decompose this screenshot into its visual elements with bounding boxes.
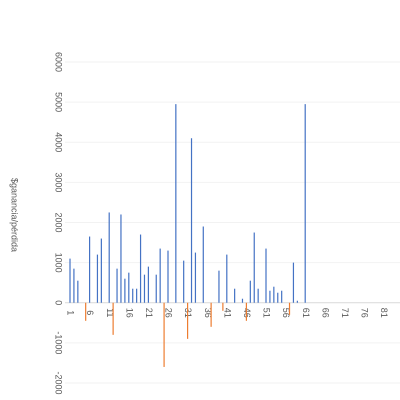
- bar: [210, 302, 212, 327]
- bar: [96, 254, 99, 303]
- bar: [85, 302, 87, 321]
- x-tick-label: 76: [360, 308, 370, 318]
- bar: [120, 214, 122, 303]
- bar: [292, 262, 295, 303]
- bar: [159, 248, 161, 303]
- bar: [77, 280, 79, 303]
- bar: [257, 288, 259, 303]
- x-tick-label: 6: [85, 310, 95, 315]
- x-tick-label: 51: [262, 308, 272, 318]
- bar: [190, 138, 193, 303]
- bar: [281, 290, 283, 303]
- bar: [112, 302, 114, 335]
- y-tick-label: 4000: [54, 132, 64, 152]
- x-tick-label: 56: [281, 308, 291, 318]
- bar: [202, 226, 204, 303]
- x-tick-label: 1: [66, 310, 76, 315]
- y-tick-label: 2000: [54, 212, 64, 232]
- x-tick-label: 71: [340, 308, 350, 318]
- bar: [139, 234, 142, 303]
- y-tick-label: 6000: [54, 52, 64, 72]
- bar: [194, 252, 197, 303]
- x-tick-label: 11: [105, 308, 115, 317]
- x-tick-label: 31: [183, 308, 193, 318]
- bar: [147, 266, 149, 303]
- y-tick-label: 3000: [54, 172, 64, 192]
- x-tick-label: 16: [124, 308, 134, 318]
- bar: [269, 290, 271, 303]
- bar: [132, 288, 134, 303]
- y-tick-label: -1000: [54, 331, 64, 354]
- x-tick-label: 61: [301, 308, 311, 318]
- bar: [245, 302, 247, 321]
- bar: [253, 232, 255, 303]
- bar: [222, 302, 224, 311]
- x-tick-label: 36: [203, 308, 213, 318]
- bar: [183, 260, 185, 303]
- x-tick-label: 21: [144, 308, 154, 318]
- bar: [249, 280, 251, 303]
- bar: [73, 268, 75, 303]
- y-tick-label: 0: [54, 300, 64, 305]
- bar: [136, 288, 138, 303]
- bar: [241, 298, 244, 303]
- bar: [69, 258, 71, 303]
- bar: [296, 300, 298, 303]
- x-tick-label: 46: [242, 308, 252, 318]
- x-tick-label: 66: [320, 308, 330, 318]
- x-tick-label: 26: [164, 308, 174, 318]
- y-tick-label: 1000: [54, 253, 64, 273]
- bar: [124, 278, 126, 303]
- bar: [226, 254, 228, 303]
- bar: [265, 248, 267, 303]
- bar: [108, 212, 110, 303]
- bar: [187, 302, 189, 339]
- bar: [273, 286, 275, 303]
- bar: [143, 274, 146, 303]
- bar: [100, 238, 102, 303]
- bar: [89, 236, 91, 303]
- bar: [155, 274, 157, 303]
- bar: [304, 104, 306, 303]
- bar: [163, 302, 165, 367]
- y-tick-label: -2000: [54, 371, 64, 394]
- x-tick-label: 41: [222, 308, 232, 318]
- y-axis-label: $ganancia/pérdida: [10, 178, 20, 252]
- bar: [175, 104, 177, 303]
- bar: [218, 270, 220, 303]
- bar: [128, 272, 130, 303]
- bar: [234, 288, 236, 303]
- bar: [277, 292, 279, 303]
- y-tick-label: 5000: [54, 92, 64, 112]
- bar: [288, 302, 291, 315]
- bar: [116, 268, 118, 303]
- bar: [167, 250, 169, 303]
- x-tick-label: 81: [379, 308, 389, 318]
